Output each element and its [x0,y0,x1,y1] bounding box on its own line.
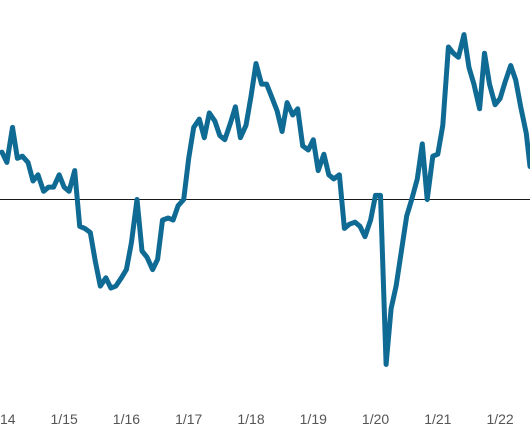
x-tick-label: 1/21 [424,411,451,427]
x-tick-label: 1/19 [300,411,327,427]
series-line [0,32,530,367]
x-tick-label: 1/15 [51,411,78,427]
x-tick-label: 1/20 [362,411,389,427]
x-tick-label: 1/18 [237,411,264,427]
x-axis-tick-labels: 14 1/15 1/16 1/17 1/18 1/19 1/20 1/21 1/22 [0,411,514,427]
x-tick-label: 1/22 [486,411,513,427]
x-tick-label: 14 [0,411,16,427]
x-tick-label: 1/16 [113,411,140,427]
x-tick-label: 1/17 [175,411,202,427]
